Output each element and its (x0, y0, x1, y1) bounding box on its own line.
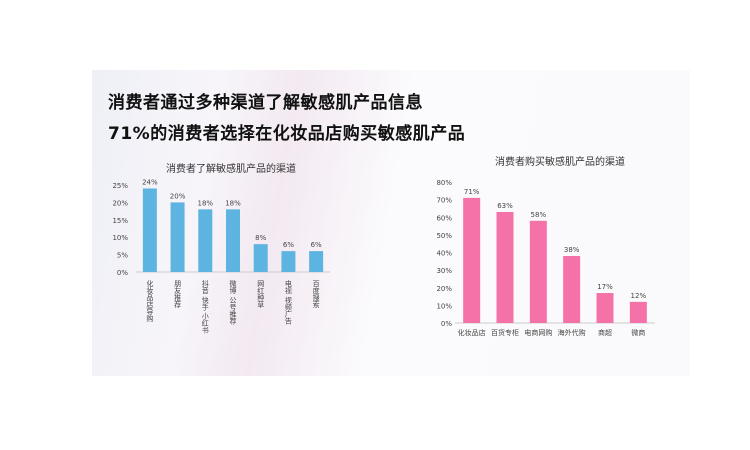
headline-1: 消费者通过多种渠道了解敏感肌产品信息 (108, 93, 423, 113)
data-label: 6% (311, 241, 322, 249)
bar (563, 256, 581, 323)
data-label: 58% (531, 211, 547, 219)
data-label: 6% (283, 241, 294, 249)
y-tick-label: 25% (112, 182, 128, 190)
data-label: 8% (255, 234, 266, 242)
x-tick-label: 电商网购 (524, 328, 552, 337)
data-label: 17% (597, 283, 613, 291)
bar (629, 301, 647, 323)
y-tick-label: 10% (436, 302, 452, 310)
slide-background (92, 70, 690, 376)
data-label: 20% (170, 192, 186, 200)
bar (226, 209, 240, 272)
chart-2-title: 消费者购买敏感肌产品的渠道 (495, 155, 625, 168)
y-tick-label: 0% (117, 269, 128, 277)
data-label: 18% (225, 199, 241, 207)
data-label: 63% (497, 202, 513, 210)
y-tick-label: 20% (436, 285, 452, 293)
y-tick-label: 60% (436, 214, 452, 222)
y-tick-label: 80% (436, 179, 452, 187)
bar (309, 251, 324, 272)
x-tick-label: 化妆品店导购 (146, 279, 154, 323)
data-label: 18% (198, 199, 214, 207)
x-tick-label: 化妆品店 (458, 328, 486, 337)
x-tick-label: 微商 (631, 328, 645, 337)
y-tick-label: 50% (436, 232, 452, 240)
bar (253, 244, 268, 272)
bar (142, 188, 157, 272)
bar (198, 209, 213, 272)
chart-1-title: 消费者了解敏感肌产品的渠道 (166, 162, 296, 175)
x-tick-label: 海外代购 (558, 328, 586, 337)
x-tick-label: 电视 视频广告 (284, 279, 292, 325)
y-tick-label: 30% (436, 267, 452, 275)
data-label: 24% (142, 178, 158, 186)
headline-2: 71%的消费者选择在化妆品店购买敏感肌产品 (108, 124, 466, 144)
bar (529, 220, 547, 323)
data-label: 12% (631, 292, 647, 300)
bar (496, 211, 514, 323)
x-tick-label: 朋友推荐 (174, 280, 182, 309)
data-label: 38% (564, 246, 580, 254)
bar (463, 197, 481, 323)
x-tick-label: 百货专柜 (491, 328, 519, 337)
data-label: 71% (464, 188, 480, 196)
x-tick-label: 微博 公号推荐 (229, 279, 237, 325)
y-tick-label: 15% (112, 217, 128, 225)
x-tick-label: 百度搜索 (312, 280, 320, 308)
y-tick-label: 10% (112, 234, 128, 242)
y-tick-label: 0% (441, 320, 452, 328)
y-tick-label: 20% (112, 199, 128, 207)
x-tick-label: 网红种草 (257, 280, 265, 309)
x-tick-label: 抖音 快手 小红书 (201, 279, 209, 334)
y-tick-label: 70% (436, 197, 452, 205)
bar (281, 251, 296, 272)
y-tick-label: 5% (117, 252, 128, 260)
x-tick-label: 商超 (598, 328, 612, 337)
bar (170, 202, 185, 272)
bar (596, 293, 614, 323)
y-tick-label: 40% (436, 250, 452, 258)
